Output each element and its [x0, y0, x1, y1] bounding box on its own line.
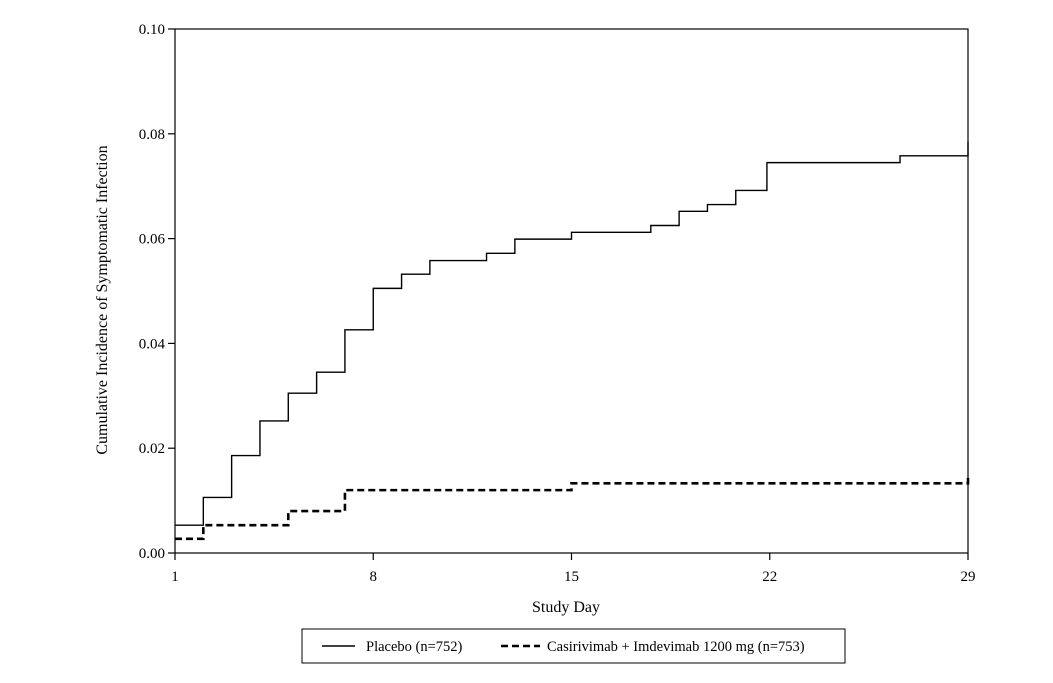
legend-label-placebo: Placebo (n=752)	[366, 639, 463, 655]
y-tick-label: 0.02	[139, 441, 165, 457]
y-tick-label: 0.08	[139, 127, 165, 143]
x-axis-title: Study Day	[532, 599, 600, 616]
x-tick-label: 29	[961, 569, 976, 585]
y-tick-label: 0.00	[139, 546, 165, 562]
y-tick-label: 0.06	[139, 232, 166, 248]
legend-box	[301, 628, 846, 664]
series-line-placebo	[175, 141, 969, 526]
y-axis-title: Cumulative Incidence of Symptomatic Infe…	[94, 145, 111, 454]
plot-frame	[174, 28, 969, 554]
x-tick-label: 8	[370, 569, 378, 585]
y-axis: 0.00 0.02 0.04 0.06 0.08 0.10	[139, 22, 175, 562]
legend-label-casirivimab-imdevimab: Casirivimab + Imdevimab 1200 mg (n=753)	[547, 639, 805, 655]
y-tick-label: 0.04	[139, 336, 166, 352]
legend: Placebo (n=752) Casirivimab + Imdevimab …	[301, 628, 846, 664]
series-line-casirivimab-imdevimab	[175, 476, 970, 541]
x-axis: 1 8 15 22 29	[171, 553, 976, 585]
x-tick-label: 15	[564, 569, 579, 585]
x-tick-label: 22	[762, 569, 777, 585]
series-layer	[175, 141, 970, 541]
y-tick-label: 0.10	[139, 22, 165, 38]
x-tick-label: 1	[171, 569, 179, 585]
